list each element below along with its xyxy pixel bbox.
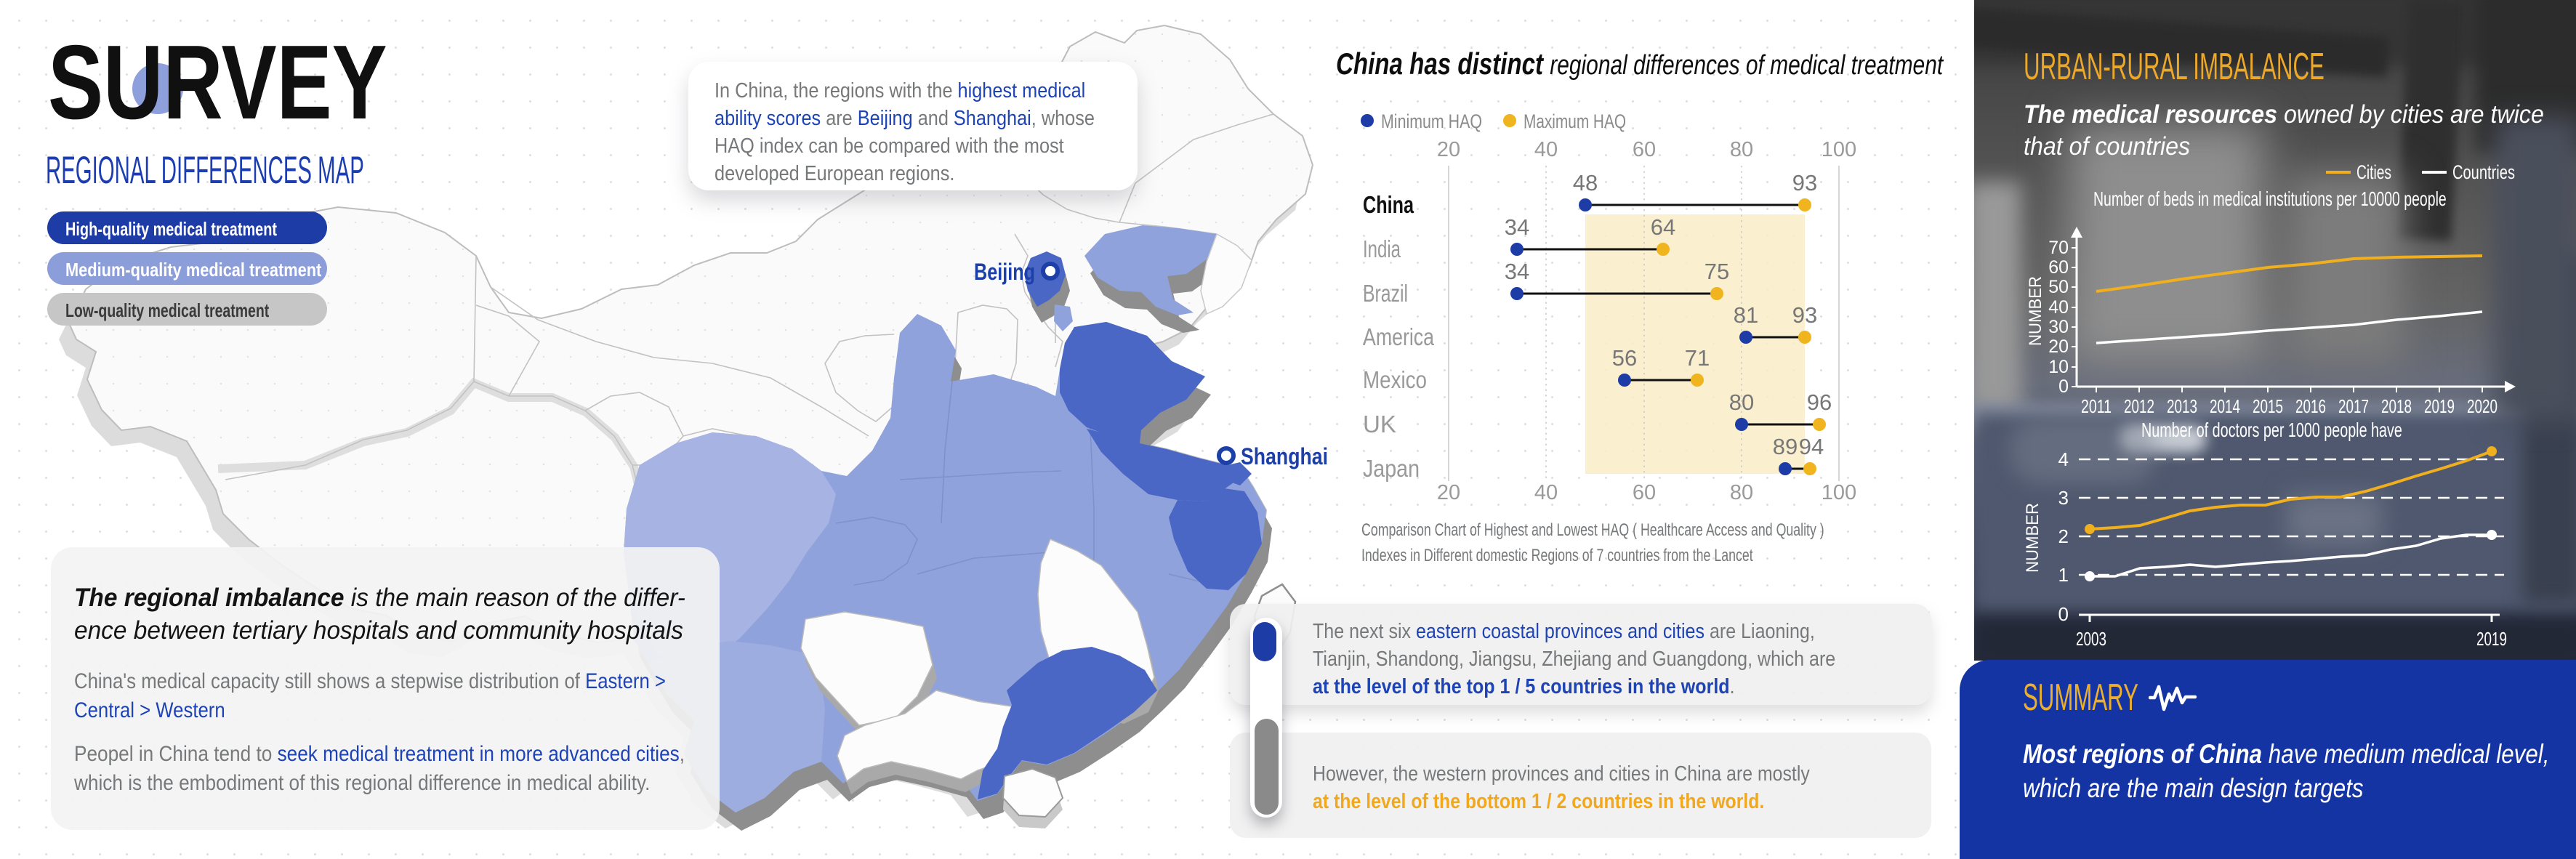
svg-text:1: 1 — [2058, 564, 2069, 586]
svg-text:20: 20 — [2048, 336, 2069, 357]
svg-text:94: 94 — [1799, 434, 1824, 459]
svg-text:UK: UK — [1363, 411, 1396, 437]
svg-text:100: 100 — [1822, 138, 1856, 161]
svg-text:2019: 2019 — [2476, 628, 2507, 650]
svg-text:2013: 2013 — [2167, 395, 2197, 417]
svg-text:34: 34 — [1505, 259, 1529, 284]
svg-text:2019: 2019 — [2424, 395, 2455, 417]
svg-text:NUMBER: NUMBER — [2026, 276, 2045, 346]
svg-text:64: 64 — [1651, 214, 1675, 240]
svg-text:96: 96 — [1807, 390, 1832, 415]
svg-text:Shanghai: Shanghai — [1241, 443, 1328, 469]
svg-text:10: 10 — [2048, 357, 2069, 377]
svg-text:India: India — [1363, 235, 1401, 262]
svg-text:20: 20 — [1437, 138, 1460, 161]
svg-text:Mexico: Mexico — [1363, 366, 1427, 393]
svg-text:3: 3 — [2058, 487, 2069, 509]
svg-text:93: 93 — [1792, 170, 1817, 195]
svg-text:2012: 2012 — [2124, 395, 2154, 417]
svg-text:80: 80 — [1730, 481, 1753, 504]
svg-text:2011: 2011 — [2081, 395, 2112, 417]
svg-text:20: 20 — [1437, 481, 1460, 504]
svg-text:56: 56 — [1612, 345, 1637, 371]
svg-text:2018: 2018 — [2381, 395, 2412, 417]
svg-text:40: 40 — [1534, 138, 1558, 161]
svg-text:75: 75 — [1704, 259, 1729, 284]
svg-text:0: 0 — [2058, 603, 2069, 625]
svg-text:4: 4 — [2058, 448, 2069, 470]
svg-text:2016: 2016 — [2295, 395, 2326, 417]
svg-text:China: China — [1363, 191, 1414, 218]
svg-text:81: 81 — [1734, 302, 1758, 328]
svg-text:0: 0 — [2058, 376, 2069, 397]
svg-text:2003: 2003 — [2076, 628, 2106, 650]
svg-text:2020: 2020 — [2467, 395, 2497, 417]
svg-text:60: 60 — [2048, 257, 2069, 278]
svg-text:NUMBER: NUMBER — [2023, 503, 2042, 573]
svg-text:2017: 2017 — [2338, 395, 2369, 417]
svg-text:2015: 2015 — [2253, 395, 2283, 417]
svg-text:Minimum HAQ: Minimum HAQ — [1381, 110, 1482, 132]
svg-text:Countries: Countries — [2452, 161, 2515, 183]
svg-text:89: 89 — [1773, 434, 1798, 459]
svg-text:2: 2 — [2058, 525, 2069, 547]
svg-text:30: 30 — [2048, 317, 2069, 337]
svg-text:Beijing: Beijing — [974, 259, 1035, 285]
svg-text:80: 80 — [1729, 390, 1754, 415]
svg-text:93: 93 — [1792, 302, 1817, 328]
svg-text:60: 60 — [1633, 138, 1656, 161]
svg-text:60: 60 — [1633, 481, 1656, 504]
svg-text:100: 100 — [1822, 481, 1856, 504]
svg-text:Cities: Cities — [2356, 161, 2391, 183]
svg-text:48: 48 — [1573, 170, 1598, 195]
svg-text:40: 40 — [1534, 481, 1558, 504]
svg-text:America: America — [1363, 323, 1435, 350]
svg-text:70: 70 — [2048, 238, 2069, 258]
svg-text:40: 40 — [2048, 297, 2069, 318]
svg-text:Japan: Japan — [1363, 455, 1420, 482]
svg-text:80: 80 — [1730, 138, 1753, 161]
svg-text:Maximum HAQ: Maximum HAQ — [1524, 110, 1626, 132]
svg-text:Brazil: Brazil — [1363, 280, 1408, 307]
svg-text:71: 71 — [1685, 345, 1710, 371]
svg-text:2014: 2014 — [2210, 395, 2240, 417]
svg-text:34: 34 — [1505, 214, 1529, 240]
svg-text:50: 50 — [2048, 277, 2069, 297]
